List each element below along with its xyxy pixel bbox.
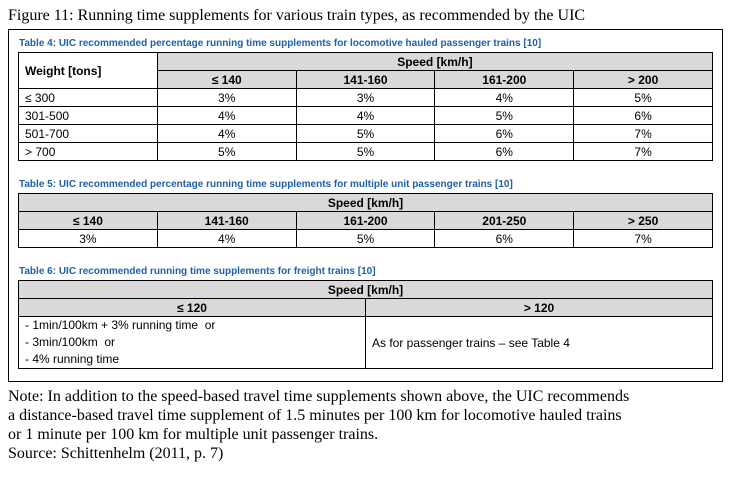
note-line: Note: In addition to the speed-based tra…	[8, 388, 630, 405]
supplement-cell: 5%	[295, 124, 436, 143]
table5-speed-col-header: 161-200	[295, 211, 436, 230]
supplement-cell: 5%	[573, 88, 713, 107]
supplement-option: - 3min/100km or	[25, 335, 116, 349]
supplement-cell: 4%	[295, 106, 436, 125]
supplement-cell: 7%	[573, 142, 713, 161]
table5-speed-col-header: > 250	[573, 211, 713, 230]
table-row: 501-700 4% 5% 6% 7%	[18, 124, 713, 143]
supplement-cell: 4%	[156, 124, 297, 143]
table4-speed-subheader-row: ≤ 140 141-160 161-200 > 200	[19, 70, 713, 89]
table5-multiple-unit-trains: Speed [km/h] ≤ 140 141-160 161-200 201-2…	[18, 193, 713, 248]
weight-cell: 501-700	[18, 124, 158, 143]
note-line: a distance-based travel time supplement …	[8, 407, 622, 424]
table5-speed-col-header: 141-160	[156, 211, 297, 230]
table6-caption: Table 6: UIC recommended running time su…	[19, 266, 376, 277]
supplement-option: - 1min/100km + 3% running time or	[25, 318, 216, 332]
note-line: or 1 minute per 100 km for multiple unit…	[8, 426, 379, 443]
table5-speed-col-header: 201-250	[434, 211, 575, 230]
figure-border-box: Table 4: UIC recommended percentage runn…	[8, 29, 723, 382]
table5-header-row: Speed [km/h]	[18, 193, 713, 212]
table5-speed-subheader-row: ≤ 140 141-160 161-200 201-250 > 250	[18, 211, 713, 230]
table4-speed-col-header: > 200	[573, 70, 713, 89]
supplement-cell: 4%	[156, 106, 297, 125]
table4-locomotive-hauled-trains: Weight [tons] Speed [km/h] ≤ 140 141-160…	[18, 52, 714, 161]
table6-speed-subheader-row: ≤ 120 > 120	[18, 298, 713, 317]
weight-cell: ≤ 300	[18, 88, 158, 107]
table6-body-row: - 1min/100km + 3% running time or - 3min…	[18, 316, 713, 369]
supplement-cell: 5%	[295, 229, 436, 248]
supplement-cell: 3%	[18, 229, 158, 248]
supplement-cell: 3%	[295, 88, 436, 107]
table-row: > 700 5% 5% 6% 7%	[18, 142, 713, 161]
low-speed-supplement-cell: - 1min/100km + 3% running time or - 3min…	[18, 316, 366, 369]
supplement-option: - 4% running time	[25, 352, 120, 366]
table5-values-row: 3% 4% 5% 6% 7%	[18, 229, 713, 248]
table6-speed-col-header: > 120	[365, 298, 713, 317]
supplement-cell: 6%	[434, 229, 575, 248]
table-row: 301-500 4% 4% 5% 6%	[18, 106, 713, 125]
table5-speed-col-header: ≤ 140	[18, 211, 158, 230]
table5-caption: Table 5: UIC recommended percentage runn…	[19, 179, 513, 190]
table5-speed-group-header-cell: Speed [km/h]	[18, 193, 713, 212]
supplement-cell: 7%	[573, 229, 713, 248]
supplement-cell: 5%	[156, 142, 297, 161]
table6-freight-trains: Speed [km/h] ≤ 120 > 120 - 1min/100km + …	[18, 280, 713, 369]
supplement-cell: 3%	[156, 88, 297, 107]
supplement-cell: 4%	[434, 88, 575, 107]
supplement-cell: 7%	[573, 124, 713, 143]
table4-weight-header-cell: Weight [tons]	[18, 52, 158, 89]
table6-speed-col-header: ≤ 120	[18, 298, 366, 317]
figure-title: Figure 11: Running time supplements for …	[8, 7, 586, 24]
table4-header-row: Weight [tons] Speed [km/h]	[18, 52, 714, 89]
weight-cell: 301-500	[18, 106, 158, 125]
supplement-cell: 6%	[434, 124, 575, 143]
weight-cell: > 700	[18, 142, 158, 161]
table4-caption: Table 4: UIC recommended percentage runn…	[19, 38, 542, 49]
source-line: Source: Schittenhelm (2011, p. 7)	[8, 445, 224, 462]
table4-speed-group-header-cell: Speed [km/h]	[156, 52, 714, 71]
supplement-cell: 5%	[434, 106, 575, 125]
supplement-cell: 6%	[573, 106, 713, 125]
high-speed-supplement-cell: As for passenger trains – see Table 4	[365, 316, 713, 369]
note-paragraph: Note: In addition to the speed-based tra…	[8, 387, 723, 463]
table4-speed-col-header: ≤ 140	[156, 70, 297, 89]
supplement-cell: 5%	[295, 142, 436, 161]
table6-header-row: Speed [km/h]	[18, 280, 713, 299]
table-row: ≤ 300 3% 3% 4% 5%	[18, 88, 713, 107]
table4-speed-col-header: 161-200	[434, 70, 575, 89]
supplement-cell: 6%	[434, 142, 575, 161]
table6-speed-group-header-cell: Speed [km/h]	[18, 280, 713, 299]
supplement-cell: 4%	[156, 229, 297, 248]
table4-speed-col-header: 141-160	[295, 70, 436, 89]
